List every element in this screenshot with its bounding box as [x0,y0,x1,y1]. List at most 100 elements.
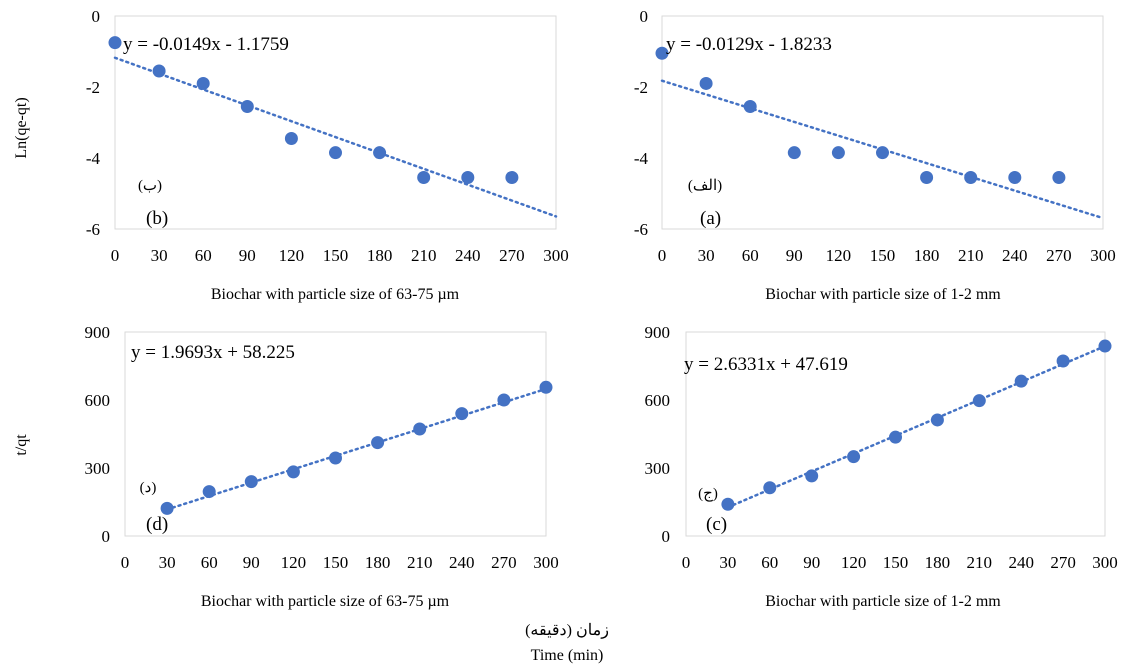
data-point [196,76,210,90]
plot-area [685,331,1106,537]
trendline-equation: y = 2.6331x + 47.619 [684,354,848,375]
data-point [847,450,861,464]
trendline-equation: y = 1.9693x + 58.225 [131,342,295,363]
x-tick-label: 120 [826,246,852,265]
y-tick-label: -4 [86,149,101,168]
x-tick-label: 90 [243,553,260,572]
data-point [876,146,889,160]
data-point [930,413,944,427]
trendline-equation: y = -0.0129x - 1.8233 [666,34,832,55]
panel-label-persian: (الف) [688,178,722,194]
data-point [539,380,553,394]
data-point [413,422,427,436]
panel-label: (a) [700,208,721,229]
data-point [964,171,978,185]
panel-label-persian: (ج) [698,486,718,502]
data-point [286,465,300,479]
data-point [972,394,986,408]
data-point [417,171,431,185]
x-tick-label: 240 [1002,246,1028,265]
x-tick-label: 270 [491,553,517,572]
panel-label-persian: (ب) [138,178,162,194]
y-tick-label: -2 [634,78,648,97]
data-point [329,451,342,465]
x-tick-label: 150 [870,246,896,265]
y-tick-label: 0 [92,7,101,26]
data-point [1098,339,1112,353]
ylabel-bottom: t/qt [13,434,30,456]
data-point [152,64,166,78]
x-tick-label: 240 [449,553,475,572]
x-tick-label: 30 [719,553,736,572]
x-tick-label: 90 [786,246,803,265]
data-point [244,475,258,489]
x-tick-label: 0 [121,553,130,572]
y-tick-label: -2 [86,78,100,97]
x-tick-label: 60 [201,553,218,572]
chart-panel-c: 0 30 60 90 120 150 180 210 240 270 300 0 300 600 900 y … [645,323,1118,610]
data-point [831,146,845,160]
data-point [202,485,216,499]
data-point [743,100,757,114]
x-tick-label: 0 [682,553,691,572]
x-tick-label: 210 [967,553,993,572]
trendline [113,56,558,218]
x-tick-label: 150 [323,553,349,572]
trendline-equation: y = -0.0149x - 1.1759 [123,34,289,55]
x-tick-label: 60 [195,246,212,265]
y-tick-label: 0 [102,527,111,546]
footer-english: Time (min) [531,647,604,664]
x-axis-label: Biochar with particle size of 1-2 mm [765,593,1001,610]
data-point [461,171,475,185]
data-point [240,100,254,114]
data-point [455,407,469,421]
data-point [329,146,342,160]
y-tick-label: 900 [85,323,111,342]
trendline [165,387,548,511]
x-tick-label: 270 [1046,246,1072,265]
panel-label-persian: (د) [140,480,157,496]
y-tick-label: 300 [85,459,111,478]
x-tick-label: 210 [958,246,984,265]
x-tick-label: 300 [543,246,569,265]
data-point [1056,354,1070,368]
y-tick-label: -6 [634,220,648,239]
x-tick-label: 300 [1090,246,1116,265]
panel-label: (b) [146,208,168,229]
data-point [920,171,934,185]
data-point [497,393,511,407]
data-point [160,501,174,515]
x-tick-label: 180 [914,246,940,265]
data-point [371,436,385,450]
x-tick-label: 60 [742,246,759,265]
x-tick-label: 180 [365,553,391,572]
data-point [805,469,819,483]
data-point [699,76,713,90]
x-tick-label: 180 [925,553,951,572]
footer-persian: زمان (دقیقه) [525,622,609,639]
data-point [1014,374,1028,388]
x-axis-label: Biochar with particle size of 63-75 µm [201,593,450,610]
chart-panel-d: 0 30 60 90 120 150 180 210 240 270 300 0 300 600 900 y … [85,323,559,610]
y-tick-label: 900 [645,323,671,342]
x-tick-label: 30 [698,246,715,265]
x-axis-label: Biochar with particle size of 63-75 µm [211,286,460,303]
x-tick-label: 120 [279,246,305,265]
x-tick-label: 90 [239,246,256,265]
x-tick-label: 270 [499,246,525,265]
data-point [284,131,298,145]
data-point [721,497,735,511]
x-tick-label: 240 [1008,553,1034,572]
x-tick-label: 240 [455,246,481,265]
x-tick-label: 150 [883,553,909,572]
plot-area [114,15,557,230]
data-point [505,171,519,185]
y-tick-label: -6 [86,220,100,239]
x-tick-label: 0 [111,246,120,265]
x-tick-label: 300 [533,553,559,572]
y-tick-label: 300 [645,459,671,478]
y-tick-label: 600 [645,391,671,410]
trendline [726,344,1107,509]
x-tick-label: 0 [658,246,667,265]
x-tick-label: 120 [841,553,867,572]
